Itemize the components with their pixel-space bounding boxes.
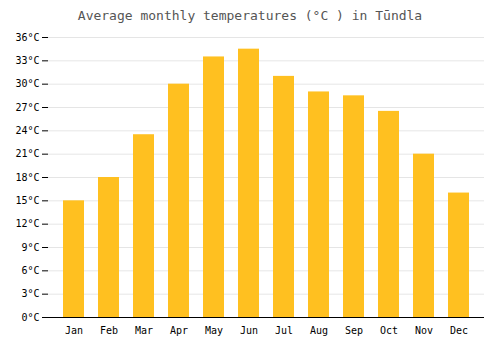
- svg-text:Apr: Apr: [170, 325, 188, 336]
- svg-text:0°C: 0°C: [21, 312, 39, 323]
- svg-text:Sep: Sep: [345, 325, 363, 336]
- svg-text:Nov: Nov: [415, 325, 433, 336]
- svg-text:Aug: Aug: [310, 325, 328, 336]
- svg-text:36°C: 36°C: [15, 32, 39, 43]
- svg-text:18°C: 18°C: [15, 172, 39, 183]
- svg-text:Feb: Feb: [100, 325, 118, 336]
- svg-text:Mar: Mar: [135, 325, 153, 336]
- svg-text:30°C: 30°C: [15, 78, 39, 89]
- svg-text:Oct: Oct: [380, 325, 398, 336]
- svg-text:Jan: Jan: [65, 325, 83, 336]
- svg-text:May: May: [205, 325, 223, 336]
- svg-text:15°C: 15°C: [15, 195, 39, 206]
- svg-text:24°C: 24°C: [15, 125, 39, 136]
- svg-text:27°C: 27°C: [15, 102, 39, 113]
- svg-text:33°C: 33°C: [15, 55, 39, 66]
- svg-text:Dec: Dec: [450, 325, 468, 336]
- svg-text:3°C: 3°C: [21, 288, 39, 299]
- svg-text:6°C: 6°C: [21, 265, 39, 276]
- svg-text:Jul: Jul: [275, 325, 293, 336]
- svg-text:9°C: 9°C: [21, 242, 39, 253]
- svg-text:12°C: 12°C: [15, 218, 39, 229]
- svg-text:21°C: 21°C: [15, 148, 39, 159]
- svg-text:Jun: Jun: [240, 325, 258, 336]
- html-text:Average monthly temperatures (: Average monthly temperatures (°C ) in Tū…: [77, 8, 423, 23]
